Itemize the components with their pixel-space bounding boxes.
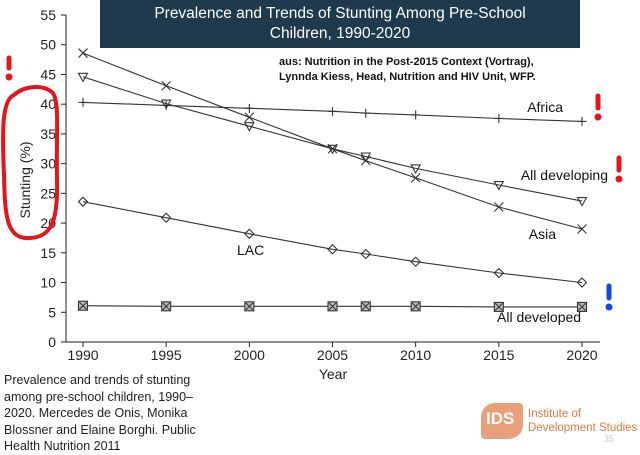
- source-line2: Lynnda Kiess, Head, Nutrition and HIV Un…: [279, 71, 536, 83]
- series-label: Asia: [529, 226, 556, 242]
- data-point: [328, 106, 337, 116]
- y-tick-label: 30: [40, 156, 56, 172]
- data-point: [327, 143, 338, 154]
- blue-exclamation-mark: [605, 303, 613, 311]
- y-tick-label: 50: [40, 37, 56, 53]
- x-tick-label: 2015: [483, 347, 514, 363]
- series-label: LAC: [237, 242, 264, 258]
- data-point: [244, 112, 255, 123]
- series-label: All developing: [521, 167, 608, 183]
- data-point: [493, 202, 504, 212]
- data-point: [410, 256, 421, 268]
- data-point: [79, 301, 87, 310]
- red-exclamation-mark: [594, 113, 602, 121]
- data-point: [243, 122, 255, 132]
- red-exclamation-mark: [5, 73, 13, 81]
- x-tick-label: 2010: [400, 347, 431, 363]
- data-point: [245, 302, 254, 311]
- data-point: [577, 224, 587, 234]
- y-tick-label: 5: [48, 304, 56, 320]
- data-point: [327, 243, 338, 255]
- chart-markers: [77, 48, 588, 312]
- data-point: [361, 302, 370, 311]
- data-point: [160, 212, 172, 224]
- caption-line: 2020. Mercedes de Onis, Monika: [4, 406, 188, 420]
- data-point: [576, 197, 588, 207]
- data-point: [360, 152, 372, 163]
- data-point: [360, 155, 371, 166]
- series-line: [82, 52, 583, 230]
- x-tick-label: 2005: [317, 347, 348, 363]
- data-point: [244, 228, 255, 240]
- data-point: [77, 72, 89, 83]
- data-point: [576, 277, 588, 288]
- caption-line: Prevalence and trends of stunting: [4, 373, 191, 387]
- data-point: [162, 302, 171, 311]
- source-line1: aus: Nutrition in the Post-2015 Context …: [279, 56, 534, 68]
- data-point: [410, 173, 421, 183]
- chart-labels: Year Stunting (%) Africa All developing Asia…: [17, 99, 608, 382]
- chart-lines: [82, 52, 583, 308]
- logo-name-line2: Development Studies: [528, 422, 638, 434]
- data-point: [578, 303, 586, 311]
- handdrawn-annotations: [1, 55, 623, 311]
- series-line: [82, 76, 583, 202]
- logo-name-line1: Institute of: [528, 408, 582, 420]
- citation-caption: Prevalence and trends of stunting among …: [4, 372, 304, 455]
- caption-line: Blossner and Elaine Borghi. Public: [4, 422, 196, 437]
- data-point: [494, 303, 503, 311]
- series-line: [82, 305, 582, 308]
- x-tick-label: 2000: [234, 347, 265, 363]
- y-tick-label: 40: [40, 96, 56, 112]
- data-point: [493, 267, 505, 279]
- data-point: [361, 108, 371, 118]
- ids-logo-text: IDS: [486, 409, 515, 428]
- caption-line: among pre-school children, 1990–: [4, 389, 194, 404]
- x-tick-label: 2020: [566, 347, 597, 363]
- data-point: [78, 97, 88, 107]
- x-tick-label: 1995: [151, 347, 182, 363]
- y-tick-label: 45: [40, 66, 56, 82]
- data-point: [327, 144, 338, 155]
- data-point: [328, 302, 337, 311]
- caption-line: Health Nutrition 2011: [4, 439, 121, 453]
- slide-title-line1: Prevalence and Trends of Stunting Among …: [154, 5, 526, 22]
- y-tick-label: 0: [48, 334, 56, 350]
- y-tick-label: 55: [40, 7, 56, 23]
- series-line: [82, 101, 583, 122]
- source-note: aus: Nutrition in the Post-2015 Context …: [279, 55, 536, 85]
- data-point: [411, 302, 420, 311]
- ids-logo-name: Institute of Development Studies: [528, 407, 637, 435]
- x-axis-label: Year: [319, 366, 348, 382]
- data-point: [160, 99, 172, 110]
- data-point: [360, 248, 372, 260]
- ids-logo: [481, 403, 523, 439]
- series-label: All developed: [497, 309, 581, 325]
- highlight-circle: [1, 85, 60, 241]
- data-point: [244, 103, 254, 113]
- series-line: [82, 201, 583, 284]
- data-point: [493, 180, 505, 191]
- data-point: [78, 48, 88, 58]
- data-point: [411, 110, 421, 120]
- data-point: [577, 116, 587, 126]
- y-axis-label: Stunting (%): [17, 141, 33, 218]
- data-point: [494, 113, 504, 123]
- data-point: [77, 196, 89, 207]
- series-label: Africa: [527, 99, 563, 115]
- y-tick-label: 15: [40, 245, 56, 261]
- red-exclamation-mark: [615, 175, 623, 183]
- y-tick-label: 25: [40, 185, 56, 201]
- page-number: 35: [604, 434, 615, 444]
- y-tick-label: 35: [40, 126, 56, 142]
- y-tick-label: 10: [40, 275, 56, 291]
- data-point: [161, 80, 172, 91]
- slide-title-line2: Children, 1990-2020: [269, 25, 411, 42]
- data-point: [410, 164, 422, 175]
- slide-title-banner: Prevalence and Trends of Stunting Among …: [100, 0, 580, 48]
- x-tick-label: 1990: [67, 347, 98, 363]
